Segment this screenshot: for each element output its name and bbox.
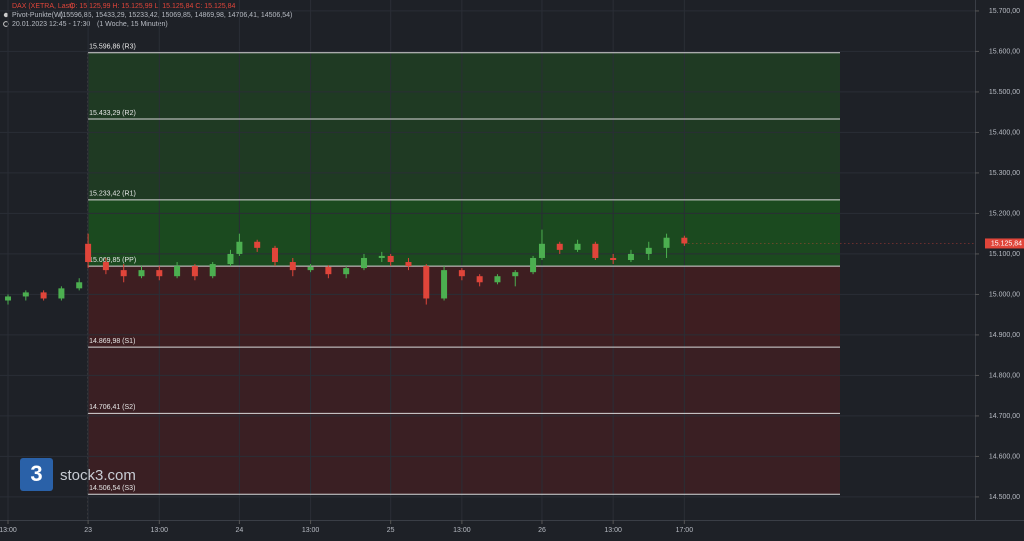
candle-body (360, 257, 367, 269)
pivot-zone (88, 413, 840, 495)
pivot-zone (88, 118, 840, 200)
candle-body (476, 276, 483, 283)
candle-body (574, 243, 581, 250)
candle-body (325, 266, 332, 275)
y-tick-label: 14.700,00 (989, 413, 1020, 420)
indicator-values: (15596,86, 15433,29, 15233,42, 15069,85,… (60, 12, 292, 19)
instrument: DAX (XETRA, Last) (12, 3, 73, 10)
x-tick-label: 25 (387, 527, 395, 534)
x-tick-label: 23 (84, 527, 92, 534)
x-tick-label: 13:00 (302, 527, 320, 534)
candle-body (120, 270, 127, 277)
interval: (1 Woche, 15 Minuten) (97, 21, 168, 28)
candle-body (458, 270, 465, 277)
y-tick-label: 15.600,00 (989, 48, 1020, 55)
candle-body (191, 266, 198, 277)
y-tick-label: 15.700,00 (989, 8, 1020, 15)
candle-body (343, 268, 350, 275)
candle-body (138, 270, 145, 277)
pivot-label: 15.069,85 (PP) (89, 257, 136, 264)
candle-body (22, 292, 29, 297)
candle-body (156, 270, 163, 277)
candle-body (512, 272, 519, 277)
candle-body (663, 237, 670, 248)
candle-body (174, 266, 181, 277)
pivot-label: 14.506,54 (S3) (89, 485, 135, 492)
candle-body (405, 262, 412, 267)
candle-body (610, 257, 617, 260)
x-tick-label: 17:00 (676, 527, 694, 534)
y-tick-label: 15.100,00 (989, 251, 1020, 258)
x-tick-label: 13:00 (453, 527, 471, 534)
last-price-box (985, 238, 1024, 249)
candle-body (85, 243, 92, 263)
logo-mark: 3 (30, 461, 42, 486)
candle-body (289, 262, 296, 271)
x-tick-label: 13:00 (151, 527, 169, 534)
x-tick-label: 13:00 (0, 527, 17, 534)
y-tick-label: 15.300,00 (989, 170, 1020, 177)
candle-body (530, 257, 537, 273)
period: 20.01.2023 12:45 - 17:30 (12, 21, 90, 28)
candle-body (76, 282, 83, 289)
candle-body (378, 255, 385, 258)
y-tick-label: 14.600,00 (989, 453, 1020, 460)
candle-body (5, 296, 12, 301)
logo-text: stock3.com (60, 467, 136, 484)
candle-body (227, 253, 234, 265)
x-tick-label: 26 (538, 527, 546, 534)
ohlc: O: 15.125,99 H: 15.125,99 L: 15.125,84 C… (70, 3, 236, 10)
candle-body (40, 292, 47, 299)
indicator: Pivot-Punkte(W) (12, 12, 63, 19)
indicator-icon (3, 12, 9, 18)
pivot-zone (88, 199, 840, 267)
y-tick-label: 15.500,00 (989, 89, 1020, 96)
candle-body (592, 243, 599, 258)
candle-body (58, 288, 65, 299)
pivot-label: 15.233,42 (R1) (89, 191, 136, 198)
logo-icon (20, 458, 53, 491)
pivot-zone (88, 52, 840, 119)
pivot-label: 15.596,86 (R3) (89, 44, 136, 51)
candle-body (254, 241, 261, 248)
y-tick-label: 14.900,00 (989, 332, 1020, 339)
candle-body (494, 276, 501, 283)
y-tick-label: 14.500,00 (989, 494, 1020, 501)
pivot-label: 15.433,29 (R2) (89, 110, 136, 117)
x-tick-label: 24 (235, 527, 243, 534)
pivot-zone (88, 266, 840, 348)
candle-body (209, 264, 216, 277)
pivot-label: 14.869,98 (S1) (89, 338, 135, 345)
candle-body (423, 266, 430, 299)
candle-body (627, 253, 634, 260)
pivot-zone (88, 347, 840, 414)
candle-body (236, 241, 243, 254)
candle-body (681, 237, 688, 244)
candle-body (556, 243, 563, 250)
candle-body (307, 266, 314, 271)
candle-body (102, 262, 109, 271)
y-tick-label: 14.800,00 (989, 372, 1020, 379)
y-tick-label: 15.000,00 (989, 291, 1020, 298)
y-tick-label: 15.200,00 (989, 210, 1020, 217)
candle-body (387, 255, 394, 263)
y-tick-label: 15.400,00 (989, 129, 1020, 136)
candle-body (271, 247, 278, 263)
last-price-label: 15.125,84 (991, 240, 1022, 247)
candle-body (538, 243, 545, 258)
candle-body (441, 270, 448, 299)
x-tick-label: 13:00 (604, 527, 622, 534)
candle-body (645, 247, 652, 254)
pivot-label: 14.706,41 (S2) (89, 404, 135, 411)
